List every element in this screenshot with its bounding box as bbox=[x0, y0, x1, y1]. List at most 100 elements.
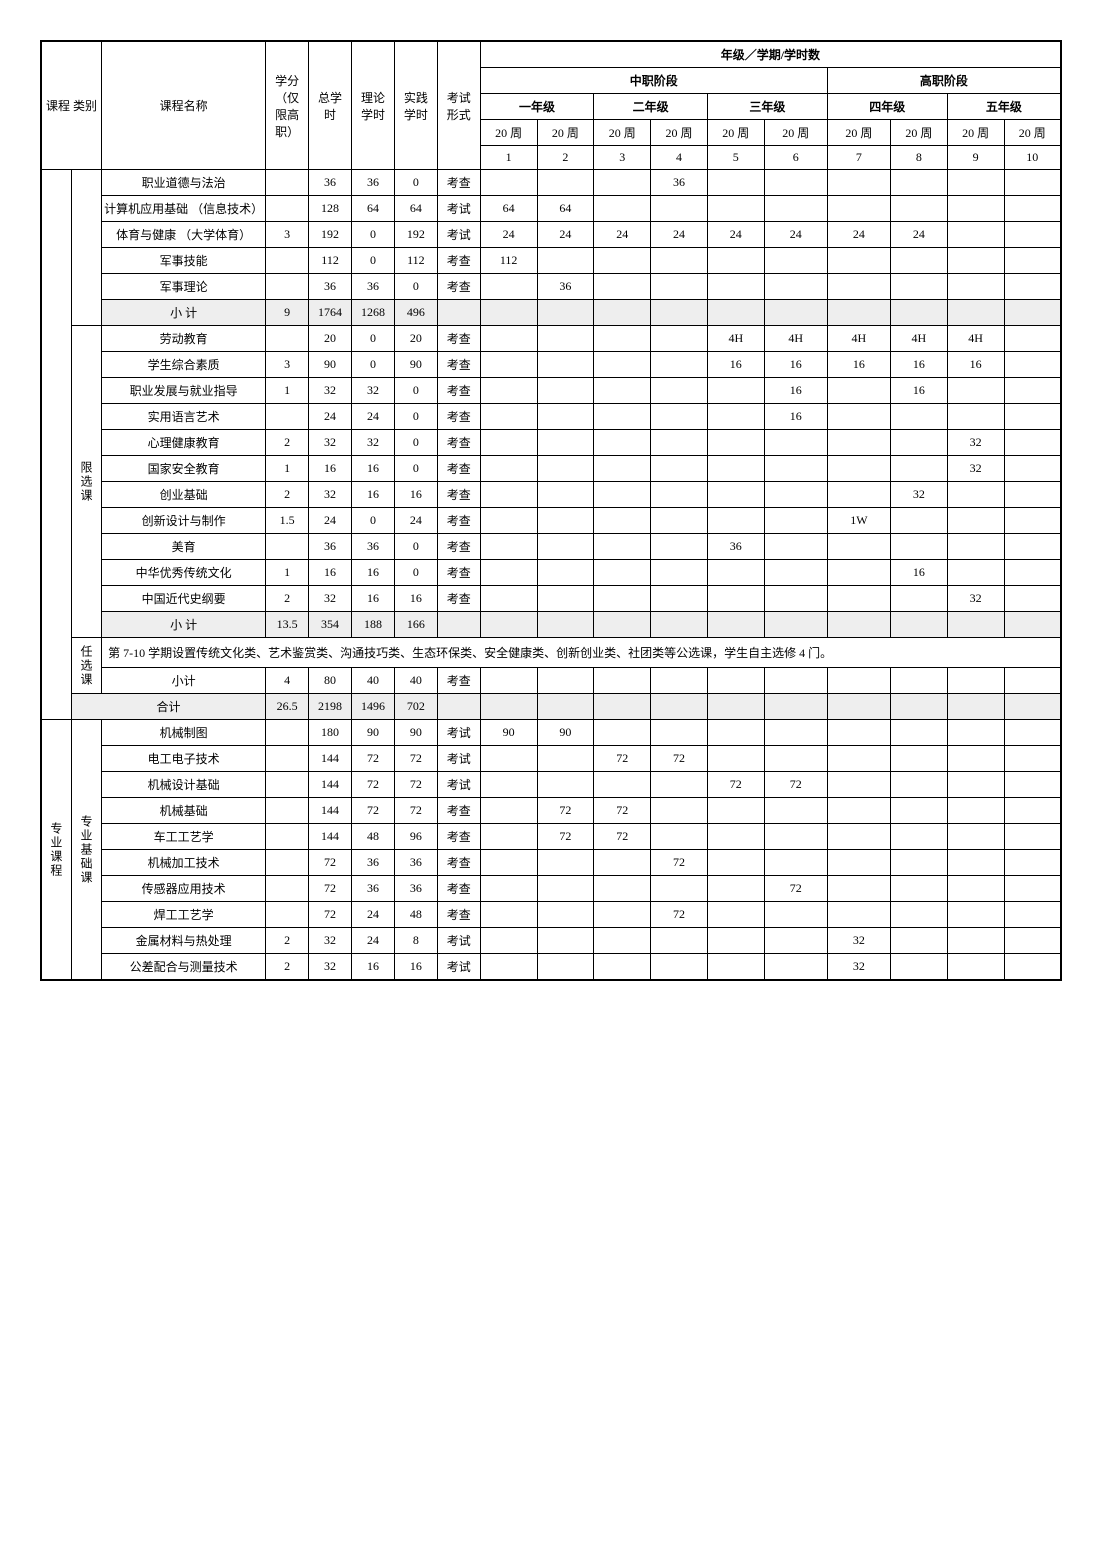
table-row: 计算机应用基础 （信息技术）1286464考试6464 bbox=[41, 196, 1061, 222]
sem-cell: 72 bbox=[594, 824, 651, 850]
credit-cell bbox=[266, 902, 309, 928]
hdr-year1: 一年级 bbox=[480, 94, 594, 120]
sem-cell bbox=[890, 850, 947, 876]
exam-cell: 考查 bbox=[437, 824, 480, 850]
total-cell: 144 bbox=[309, 798, 352, 824]
practice-cell: 0 bbox=[394, 274, 437, 300]
theory-cell: 48 bbox=[352, 824, 395, 850]
sem-cell bbox=[1004, 876, 1061, 902]
sem-cell bbox=[947, 222, 1004, 248]
practice-cell: 0 bbox=[394, 456, 437, 482]
sem-cell bbox=[707, 404, 764, 430]
sem-cell: 32 bbox=[947, 430, 1004, 456]
sem-cell bbox=[827, 720, 890, 746]
sem-cell bbox=[947, 612, 1004, 638]
course-name-cell: 职业发展与就业指导 bbox=[102, 378, 266, 404]
course-name-cell: 车工工艺学 bbox=[102, 824, 266, 850]
hdr-theory-hours: 理论 学时 bbox=[352, 41, 395, 170]
course-name-cell: 劳动教育 bbox=[102, 326, 266, 352]
sem-cell bbox=[480, 612, 537, 638]
sem-cell bbox=[537, 772, 594, 798]
total-cell: 32 bbox=[309, 482, 352, 508]
exam-cell: 考试 bbox=[437, 222, 480, 248]
sem-cell: 24 bbox=[537, 222, 594, 248]
cell: 合计 bbox=[71, 694, 265, 720]
practice-cell: 496 bbox=[394, 300, 437, 326]
table-row: 机械加工技术723636考查72 bbox=[41, 850, 1061, 876]
sem-cell bbox=[707, 508, 764, 534]
sem-cell bbox=[764, 720, 827, 746]
exam-cell: 考查 bbox=[437, 456, 480, 482]
sem-cell bbox=[1004, 902, 1061, 928]
exam-cell: 考查 bbox=[437, 798, 480, 824]
sem-cell bbox=[707, 824, 764, 850]
sem-cell bbox=[707, 928, 764, 954]
sem-cell bbox=[764, 928, 827, 954]
exam-cell: 考试 bbox=[437, 720, 480, 746]
theory-cell: 0 bbox=[352, 352, 395, 378]
sem-cell bbox=[651, 824, 708, 850]
hdr-sem: 7 bbox=[827, 146, 890, 170]
sem-cell bbox=[1004, 954, 1061, 981]
exam-cell: 考查 bbox=[437, 326, 480, 352]
sem-cell bbox=[947, 508, 1004, 534]
sem-cell bbox=[764, 456, 827, 482]
sem-cell: 16 bbox=[890, 560, 947, 586]
sem-cell bbox=[651, 720, 708, 746]
sem-cell bbox=[480, 928, 537, 954]
total-cell: 24 bbox=[309, 508, 352, 534]
sem-cell bbox=[1004, 586, 1061, 612]
exam-cell: 考试 bbox=[437, 746, 480, 772]
theory-cell: 0 bbox=[352, 248, 395, 274]
practice-cell: 90 bbox=[394, 352, 437, 378]
sem-cell bbox=[480, 824, 537, 850]
sem-cell bbox=[537, 612, 594, 638]
credit-cell: 3 bbox=[266, 352, 309, 378]
cell bbox=[480, 694, 537, 720]
total-cell: 20 bbox=[309, 326, 352, 352]
sem-cell bbox=[707, 482, 764, 508]
sem-cell: 32 bbox=[947, 586, 1004, 612]
sem-cell bbox=[764, 430, 827, 456]
sem-cell bbox=[947, 798, 1004, 824]
course-name-cell: 焊工工艺学 bbox=[102, 902, 266, 928]
sem-cell bbox=[480, 482, 537, 508]
total-cell: 192 bbox=[309, 222, 352, 248]
hdr-sem: 9 bbox=[947, 146, 1004, 170]
credit-cell bbox=[266, 876, 309, 902]
practice-cell: 36 bbox=[394, 850, 437, 876]
sem-cell bbox=[707, 902, 764, 928]
sem-cell bbox=[480, 586, 537, 612]
course-name-cell: 美育 bbox=[102, 534, 266, 560]
course-name-cell: 机械加工技术 bbox=[102, 850, 266, 876]
table-row: 中国近代史纲要2321616考查32 bbox=[41, 586, 1061, 612]
sem-cell bbox=[537, 902, 594, 928]
cell: 702 bbox=[394, 694, 437, 720]
sem-cell: 72 bbox=[707, 772, 764, 798]
sem-cell bbox=[827, 456, 890, 482]
sem-cell bbox=[594, 196, 651, 222]
sem-cell bbox=[947, 876, 1004, 902]
theory-cell: 72 bbox=[352, 798, 395, 824]
credit-cell: 2 bbox=[266, 586, 309, 612]
sem-cell bbox=[764, 482, 827, 508]
total-cell: 32 bbox=[309, 954, 352, 981]
sem-cell bbox=[827, 482, 890, 508]
sem-cell bbox=[537, 482, 594, 508]
total-cell: 128 bbox=[309, 196, 352, 222]
practice-cell: 72 bbox=[394, 798, 437, 824]
theory-cell: 36 bbox=[352, 534, 395, 560]
sem-cell bbox=[537, 404, 594, 430]
sem-cell bbox=[890, 798, 947, 824]
sem-cell bbox=[594, 850, 651, 876]
sem-cell bbox=[1004, 248, 1061, 274]
sem-cell bbox=[594, 668, 651, 694]
sem-cell: 32 bbox=[827, 954, 890, 981]
sem-cell bbox=[651, 508, 708, 534]
sem-cell bbox=[764, 668, 827, 694]
sem-cell bbox=[827, 196, 890, 222]
sem-cell: 32 bbox=[947, 456, 1004, 482]
hdr-year2: 二年级 bbox=[594, 94, 708, 120]
hdr-sem: 3 bbox=[594, 146, 651, 170]
sem-cell bbox=[480, 274, 537, 300]
